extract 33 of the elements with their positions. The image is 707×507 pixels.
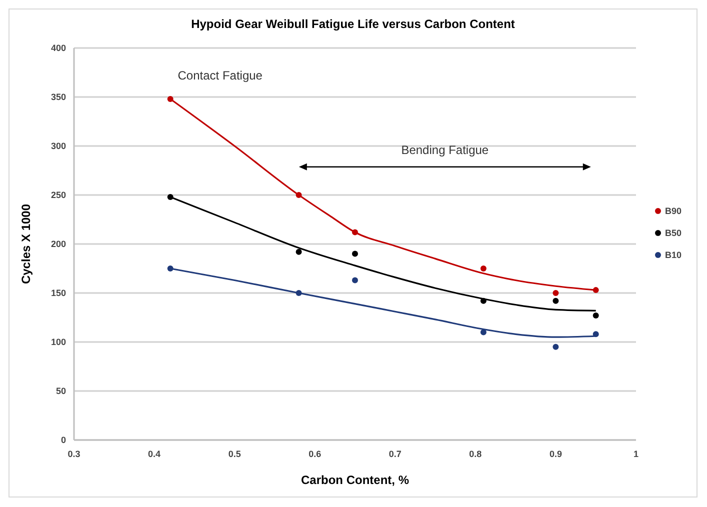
point: [352, 250, 358, 257]
y-tick-label: 50: [56, 386, 66, 396]
x-tick-label: 1: [633, 449, 639, 459]
y-tick-label: 350: [50, 92, 66, 102]
point: [592, 312, 599, 319]
x-tick-label: 0.8: [469, 449, 482, 459]
x-tick-label: 0.9: [549, 449, 562, 459]
y-tick-label: 300: [50, 141, 66, 152]
x-axis-title: Carbon Content, %: [301, 473, 410, 487]
y-tick-label: 150: [50, 288, 66, 298]
x-tick-label: 0.6: [308, 449, 322, 459]
point: [480, 266, 486, 272]
point: [352, 277, 358, 284]
annotation: Bending Fatigue: [401, 142, 489, 157]
x-tick-label: 0.7: [388, 449, 402, 459]
legend-label: B10: [665, 250, 682, 260]
legend-label: B50: [665, 228, 682, 238]
y-tick-label: 250: [50, 190, 66, 200]
x-tick-label: 0.3: [68, 449, 80, 459]
y-tick-label: 200: [50, 239, 66, 250]
annotation: Contact Fatigue: [178, 68, 263, 82]
y-tick-label: 0: [60, 435, 66, 446]
y-tick-label: 100: [50, 337, 66, 348]
point: [552, 290, 559, 296]
x-tick-label: 0.4: [148, 449, 161, 459]
y-tick-label: 400: [50, 43, 66, 54]
point: [296, 248, 302, 255]
chart-title: Hypoid Gear Weibull Fatigue Life versus Carbon Content: [191, 17, 515, 31]
point: [552, 298, 559, 304]
x-tick-label: 0.5: [228, 449, 241, 459]
legend-label: B90: [665, 206, 682, 216]
y-axis-title: Cycles X 1000: [19, 204, 33, 284]
point: [552, 344, 559, 350]
